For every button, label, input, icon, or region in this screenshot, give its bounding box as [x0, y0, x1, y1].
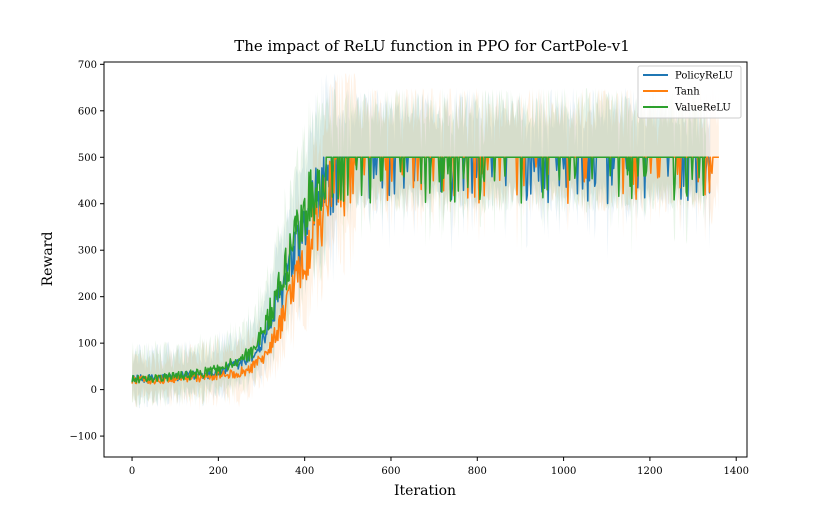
legend-label-valuerelu: ValueReLU: [674, 103, 731, 114]
x-axis-label: Iteration: [394, 483, 456, 499]
x-tick-label: 0: [129, 466, 135, 477]
legend-label-tanh: Tanh: [675, 87, 700, 98]
y-tick-label: 500: [78, 153, 97, 164]
legend-label-policyrelu: PolicyReLU: [675, 71, 733, 82]
series-lines: [131, 156, 719, 385]
x-tick-label: 1400: [723, 466, 748, 477]
line-policyrelu: [131, 156, 712, 384]
y-tick-label: 200: [78, 292, 97, 303]
chart-title: The impact of ReLU function in PPO for C…: [234, 37, 630, 55]
x-tick-label: 1200: [637, 466, 662, 477]
line-valuerelu: [131, 156, 706, 384]
plot-frame: [103, 61, 748, 458]
legend: PolicyReLU Tanh ValueReLU: [637, 65, 742, 119]
y-tick-label: 600: [78, 106, 97, 117]
band-valuerelu: [132, 87, 707, 408]
x-tick-label: 600: [381, 466, 400, 477]
y-tick-label: 400: [78, 199, 97, 210]
y-tick-label: 0: [91, 385, 97, 396]
legend-box: [637, 65, 742, 119]
x-tick-label: 1000: [551, 466, 576, 477]
y-axis-ticks: −100 0 100 200 300 400 500 600 700: [70, 60, 104, 443]
x-tick-label: 800: [468, 466, 487, 477]
x-tick-label: 200: [209, 466, 228, 477]
x-tick-label: 400: [295, 466, 314, 477]
y-axis-label: Reward: [40, 232, 56, 287]
y-tick-label: 300: [78, 246, 97, 257]
x-axis-ticks: 0 200 400 600 800 1000 1200 1400: [129, 457, 749, 477]
y-tick-label: −100: [70, 432, 97, 443]
y-tick-label: 100: [78, 339, 97, 350]
y-tick-label: 700: [78, 60, 97, 71]
